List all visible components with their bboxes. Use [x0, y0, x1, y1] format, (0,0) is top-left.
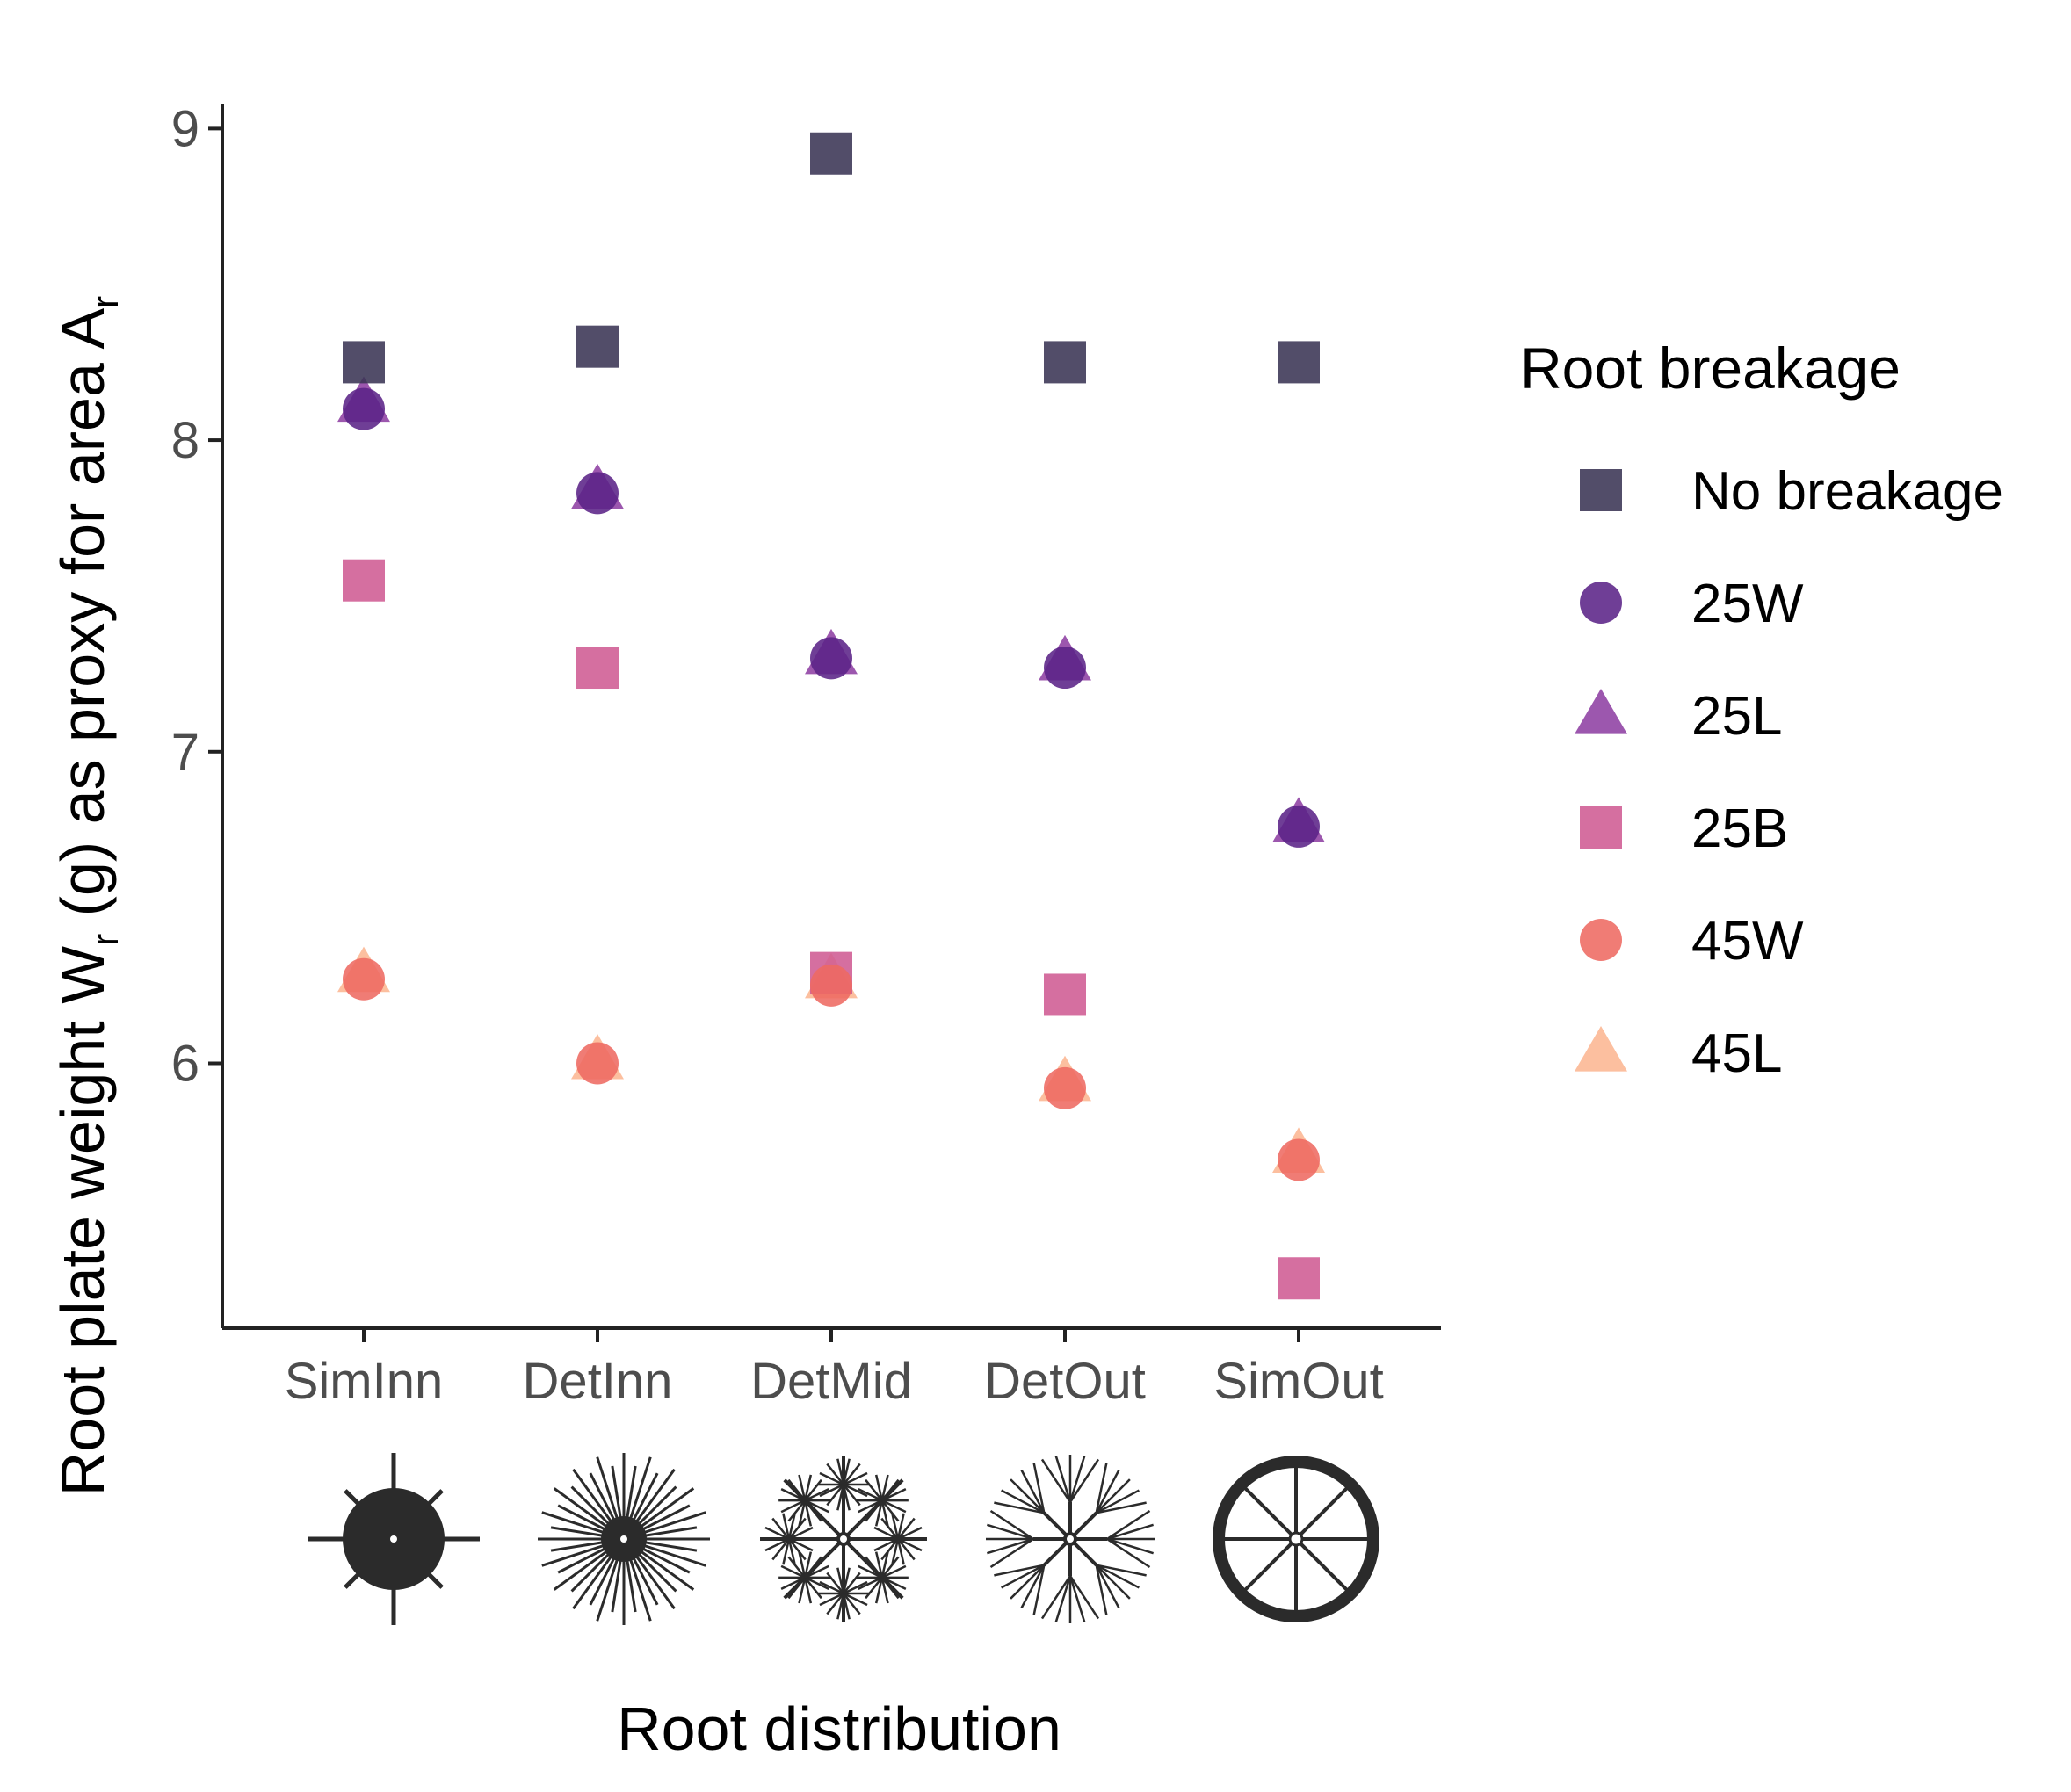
x-axis-title: Root distribution	[617, 1694, 1061, 1763]
data-point-no-breakage-simout	[1278, 341, 1320, 384]
data-point-25b-simout	[1278, 1257, 1320, 1300]
y-axis-title-main: Root plate weight W	[48, 946, 117, 1496]
legend-label-25b: 25B	[1691, 798, 1788, 859]
y-axis-title-sub2: r	[84, 296, 126, 308]
data-point-no-breakage-detmid	[810, 132, 852, 175]
data-point-25w-detmid	[810, 637, 852, 680]
x-tick-label: SimInn	[285, 1353, 444, 1410]
root-distribution-detout-icon	[986, 1455, 1155, 1623]
data-point-45w-detinn	[576, 1042, 619, 1085]
root-distribution-simout-icon	[1213, 1456, 1379, 1622]
data-point-no-breakage-detout	[1044, 341, 1086, 384]
y-axis-title-sub: r	[84, 934, 126, 946]
y-tick-label: 9	[171, 100, 199, 157]
x-tick-label: DetInn	[523, 1353, 673, 1410]
legend-label-45l: 45L	[1691, 1023, 1782, 1084]
legend-key-45l	[1575, 1026, 1627, 1072]
legend-key-25b	[1580, 806, 1622, 849]
legend-title: Root breakage	[1520, 336, 1901, 401]
legend-key-no-breakage	[1580, 469, 1622, 511]
y-tick-label: 7	[171, 724, 199, 781]
root-distribution-siminn-icon	[308, 1453, 480, 1625]
data-point-25b-siminn	[343, 559, 385, 602]
data-point-25w-siminn	[343, 387, 385, 430]
y-tick-label: 8	[171, 412, 199, 469]
data-point-45w-siminn	[343, 957, 385, 1001]
y-tick-label: 6	[171, 1035, 199, 1092]
legend-label-25l: 25L	[1691, 686, 1782, 747]
data-point-25w-detinn	[576, 472, 619, 515]
x-tick-label: DetMid	[750, 1353, 912, 1410]
legend-key-25w	[1580, 582, 1622, 624]
data-point-45w-detmid	[810, 964, 852, 1007]
legend-label-no-breakage: No breakage	[1691, 461, 2003, 522]
data-point-25b-detinn	[576, 647, 619, 690]
data-point-no-breakage-siminn	[343, 341, 385, 384]
data-point-no-breakage-detinn	[576, 325, 619, 368]
y-axis-title-rest: (g) as proxy for area A	[48, 308, 117, 934]
legend-label-45w: 45W	[1691, 911, 1804, 972]
x-tick-label: DetOut	[984, 1353, 1146, 1410]
data-point-25w-simout	[1278, 805, 1320, 848]
x-tick-label: SimOut	[1213, 1353, 1383, 1410]
legend-key-45w	[1580, 919, 1622, 961]
root-distribution-detinn-icon	[538, 1453, 710, 1625]
root-distribution-detmid-icon	[760, 1456, 927, 1622]
data-point-25w-detout	[1044, 647, 1086, 690]
legend-label-25w: 25W	[1691, 574, 1804, 634]
svg-text:Root plate weight Wr (g) as p: Root plate weight Wr (g) as proxy for ar…	[48, 296, 126, 1496]
data-point-25b-detout	[1044, 973, 1086, 1016]
data-point-45w-detout	[1044, 1066, 1086, 1109]
data-point-45w-simout	[1278, 1138, 1320, 1181]
y-axis-title: Root plate weight Wr (g) as proxy for ar…	[48, 296, 126, 1496]
legend-key-25l	[1575, 689, 1627, 734]
